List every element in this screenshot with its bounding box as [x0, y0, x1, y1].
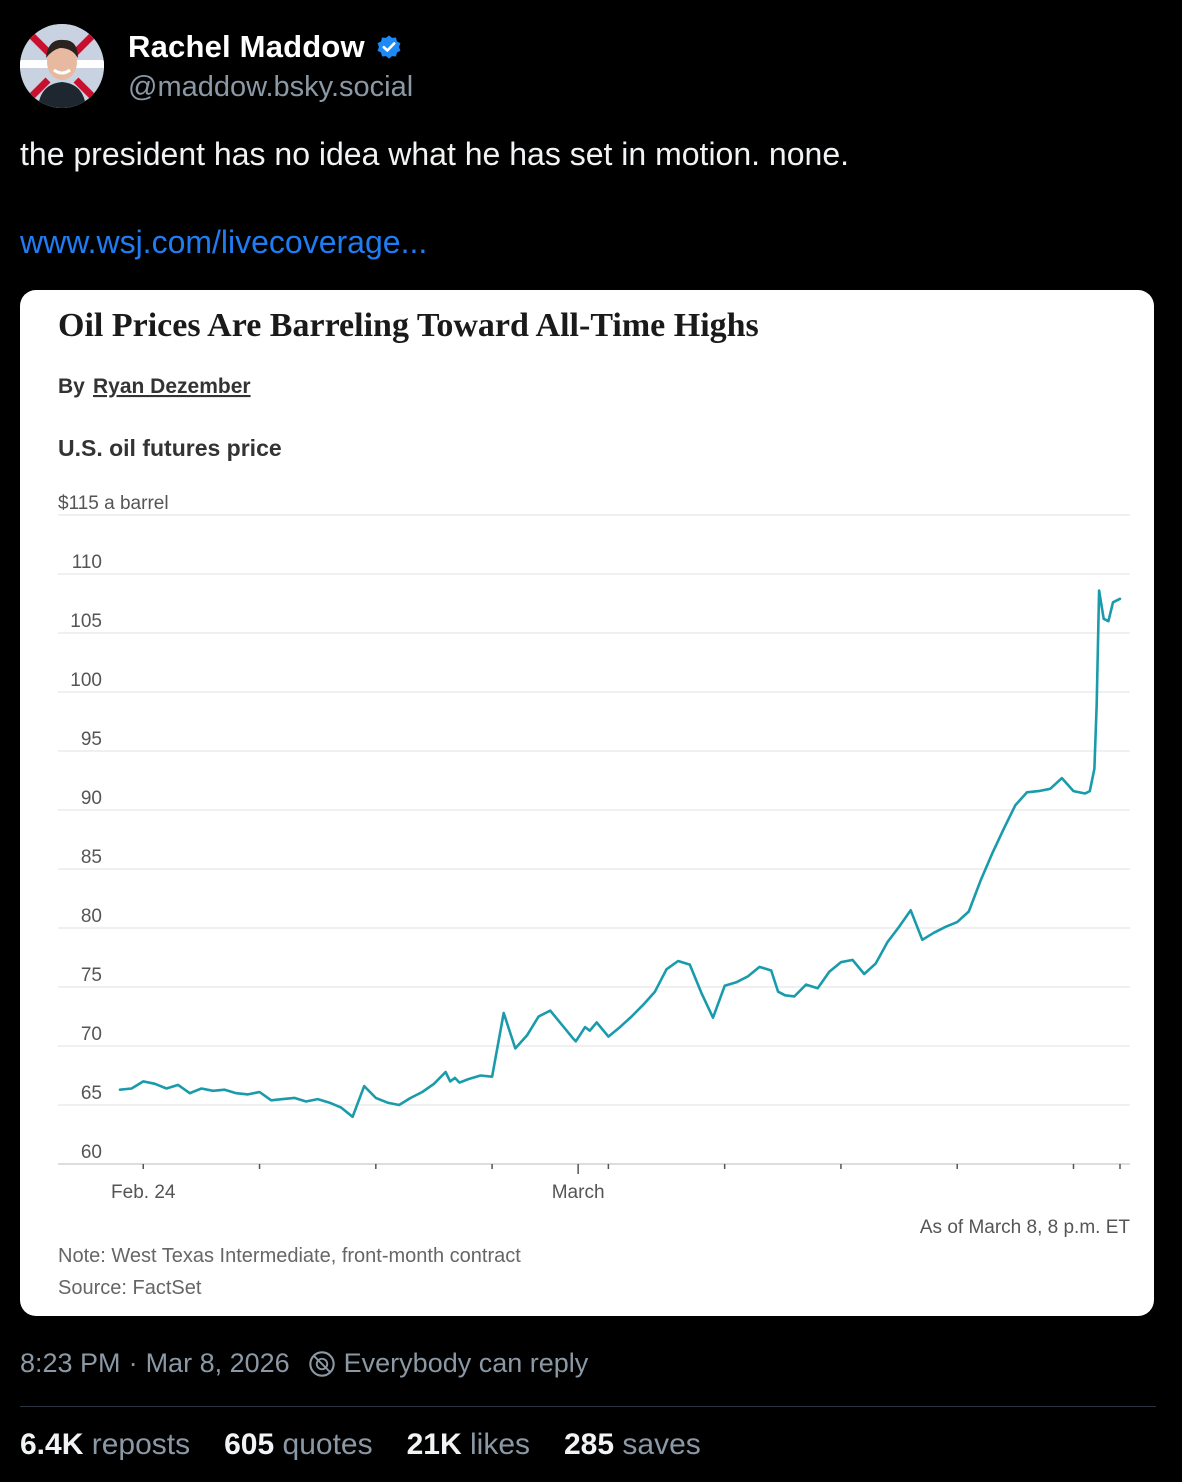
y-tick-label: 65 — [81, 1083, 102, 1104]
stat-saves-count: 285 — [564, 1428, 615, 1461]
stat-reposts-count: 6.4K — [20, 1428, 84, 1461]
post-meta: 8:23 PM · Mar 8, 2026 Everybody can repl… — [20, 1348, 588, 1379]
wsj-chart-image: Oil Prices Are Barreling Toward All-Time… — [58, 307, 1131, 1299]
chart-source: Source: FactSet — [58, 1277, 202, 1299]
byline-prefix: By — [58, 375, 85, 398]
reply-settings-icon — [308, 1350, 335, 1377]
stat-saves-label: saves — [622, 1428, 701, 1461]
user-handle[interactable]: @maddow.bsky.social — [128, 70, 414, 103]
post-time[interactable]: 8:23 PM — [20, 1348, 121, 1378]
post-date[interactable]: Mar 8, 2026 — [145, 1348, 290, 1378]
stat-quotes-count: 605 — [224, 1428, 275, 1461]
reply-setting[interactable]: Everybody can reply — [343, 1348, 589, 1378]
divider — [20, 1406, 1156, 1407]
meta-separator: · — [128, 1348, 138, 1378]
chart-subtitle: U.S. oil futures price — [58, 435, 282, 461]
x-tick-label: March — [552, 1182, 605, 1203]
y-tick-label: 70 — [81, 1024, 102, 1045]
avatar-photo-icon — [20, 24, 104, 108]
display-name[interactable]: Rachel Maddow — [128, 28, 365, 64]
y-tick-label: 60 — [81, 1142, 102, 1163]
stat-quotes-label: quotes — [282, 1428, 373, 1461]
post-text: the president has no idea what he has se… — [20, 136, 849, 172]
x-tick-label: Feb. 24 — [111, 1182, 176, 1203]
stat-likes-count: 21K — [406, 1428, 462, 1461]
post-stats: 6.4K reposts 605 quotes 21K likes 285 sa… — [20, 1428, 735, 1462]
chart-headline: Oil Prices Are Barreling Toward All-Time… — [58, 307, 759, 344]
post-link[interactable]: www.wsj.com/livecoverage... — [20, 224, 428, 260]
y-tick-label: 110 — [72, 552, 102, 573]
y-tick-label: 95 — [81, 729, 102, 750]
stat-reposts[interactable]: 6.4K reposts — [20, 1428, 190, 1462]
post-header: Rachel Maddow @maddow.bsky.social — [20, 24, 413, 108]
series-line-wti — [118, 589, 1122, 1119]
y-tick-label: 90 — [81, 788, 102, 809]
stat-quotes[interactable]: 605 quotes — [224, 1428, 372, 1462]
stat-reposts-label: reposts — [91, 1428, 191, 1461]
embedded-image-card[interactable]: Oil Prices Are Barreling Toward All-Time… — [20, 290, 1154, 1316]
stat-likes[interactable]: 21K likes — [407, 1428, 530, 1462]
y-tick-label: 75 — [81, 965, 102, 986]
y-tick-label: 80 — [81, 906, 102, 927]
y-axis-unit-label: $115 a barrel — [58, 493, 169, 514]
stat-likes-label: likes — [469, 1428, 530, 1461]
y-tick-label: 105 — [70, 611, 102, 632]
stat-saves[interactable]: 285 saves — [564, 1428, 701, 1462]
as-of-note: As of March 8, 8 p.m. ET — [920, 1217, 1131, 1238]
chart-note: Note: West Texas Intermediate, front-mon… — [58, 1245, 521, 1267]
byline-author[interactable]: Ryan Dezember — [93, 375, 251, 398]
verified-check-icon — [377, 34, 401, 59]
y-tick-label: 85 — [81, 847, 102, 868]
avatar[interactable] — [20, 24, 104, 108]
y-tick-label: 100 — [70, 670, 102, 691]
